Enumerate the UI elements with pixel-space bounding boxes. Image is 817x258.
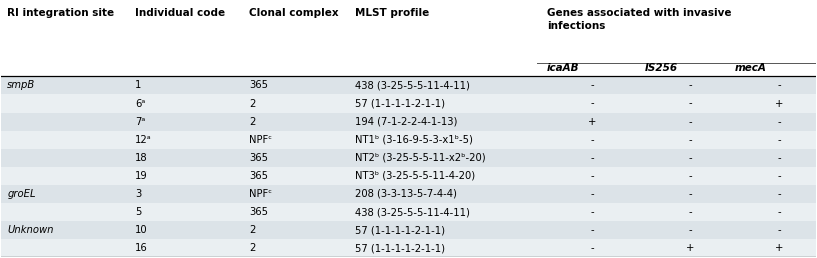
Text: Individual code: Individual code — [136, 9, 225, 18]
Text: -: - — [590, 80, 594, 91]
Text: IS256: IS256 — [645, 63, 678, 73]
Text: 57 (1-1-1-1-2-1-1): 57 (1-1-1-1-2-1-1) — [355, 243, 445, 253]
Text: 194 (7-1-2-2-4-1-13): 194 (7-1-2-2-4-1-13) — [355, 117, 458, 127]
Text: NT2ᵇ (3-25-5-5-11-x2ᵇ-20): NT2ᵇ (3-25-5-5-11-x2ᵇ-20) — [355, 153, 486, 163]
Text: 18: 18 — [136, 153, 148, 163]
Text: Unknown: Unknown — [7, 225, 54, 235]
Text: 19: 19 — [136, 171, 148, 181]
Text: smpB: smpB — [7, 80, 35, 91]
Bar — [1, 76, 816, 94]
Text: 208 (3-3-13-5-7-4-4): 208 (3-3-13-5-7-4-4) — [355, 189, 458, 199]
Text: 365: 365 — [249, 153, 269, 163]
Bar — [1, 1, 816, 76]
Text: 57 (1-1-1-1-2-1-1): 57 (1-1-1-1-2-1-1) — [355, 225, 445, 235]
Bar — [1, 94, 816, 112]
Bar — [1, 112, 816, 131]
Text: 438 (3-25-5-5-11-4-11): 438 (3-25-5-5-11-4-11) — [355, 207, 471, 217]
Text: 1: 1 — [136, 80, 141, 91]
Text: -: - — [688, 117, 692, 127]
Text: 6ᵃ: 6ᵃ — [136, 99, 145, 109]
Text: NT1ᵇ (3-16-9-5-3-x1ᵇ-5): NT1ᵇ (3-16-9-5-3-x1ᵇ-5) — [355, 135, 473, 145]
Text: -: - — [778, 225, 781, 235]
Text: MLST profile: MLST profile — [355, 9, 430, 18]
Text: -: - — [778, 153, 781, 163]
Text: 2: 2 — [249, 225, 256, 235]
Text: mecA: mecA — [734, 63, 766, 73]
Text: Genes associated with invasive
infections: Genes associated with invasive infection… — [547, 9, 732, 31]
Text: -: - — [778, 189, 781, 199]
Text: -: - — [590, 243, 594, 253]
Text: icaAB: icaAB — [547, 63, 579, 73]
Text: RI integration site: RI integration site — [7, 9, 114, 18]
Text: 57 (1-1-1-1-2-1-1): 57 (1-1-1-1-2-1-1) — [355, 99, 445, 109]
Text: 365: 365 — [249, 171, 269, 181]
Bar — [1, 149, 816, 167]
Text: -: - — [778, 135, 781, 145]
Bar — [1, 221, 816, 239]
Text: -: - — [590, 189, 594, 199]
Text: 2: 2 — [249, 99, 256, 109]
Text: 438 (3-25-5-5-11-4-11): 438 (3-25-5-5-11-4-11) — [355, 80, 471, 91]
Text: 10: 10 — [136, 225, 148, 235]
Text: 2: 2 — [249, 243, 256, 253]
Text: -: - — [688, 225, 692, 235]
Text: -: - — [778, 117, 781, 127]
Text: -: - — [778, 80, 781, 91]
Text: NPFᶜ: NPFᶜ — [249, 189, 272, 199]
Bar — [1, 239, 816, 257]
Text: -: - — [688, 80, 692, 91]
Text: 365: 365 — [249, 80, 269, 91]
Bar — [1, 167, 816, 185]
Text: -: - — [688, 171, 692, 181]
Text: -: - — [590, 135, 594, 145]
Bar — [1, 185, 816, 203]
Bar — [1, 131, 816, 149]
Text: +: + — [775, 99, 784, 109]
Text: 2: 2 — [249, 117, 256, 127]
Text: NT3ᵇ (3-25-5-5-11-4-20): NT3ᵇ (3-25-5-5-11-4-20) — [355, 171, 475, 181]
Text: -: - — [590, 99, 594, 109]
Text: -: - — [590, 225, 594, 235]
Text: +: + — [587, 117, 596, 127]
Text: +: + — [685, 243, 694, 253]
Text: 5: 5 — [136, 207, 141, 217]
Text: -: - — [590, 207, 594, 217]
Text: Clonal complex: Clonal complex — [249, 9, 339, 18]
Text: 365: 365 — [249, 207, 269, 217]
Text: -: - — [590, 153, 594, 163]
Text: +: + — [775, 243, 784, 253]
Text: -: - — [688, 135, 692, 145]
Text: -: - — [688, 189, 692, 199]
Text: 12ᵃ: 12ᵃ — [136, 135, 152, 145]
Text: -: - — [688, 153, 692, 163]
Text: -: - — [688, 207, 692, 217]
Text: NPFᶜ: NPFᶜ — [249, 135, 272, 145]
Text: 3: 3 — [136, 189, 141, 199]
Text: -: - — [778, 207, 781, 217]
Text: -: - — [688, 99, 692, 109]
Text: 7ᵃ: 7ᵃ — [136, 117, 145, 127]
Text: groEL: groEL — [7, 189, 36, 199]
Text: -: - — [778, 171, 781, 181]
Bar — [1, 203, 816, 221]
Text: -: - — [590, 171, 594, 181]
Text: 16: 16 — [136, 243, 148, 253]
